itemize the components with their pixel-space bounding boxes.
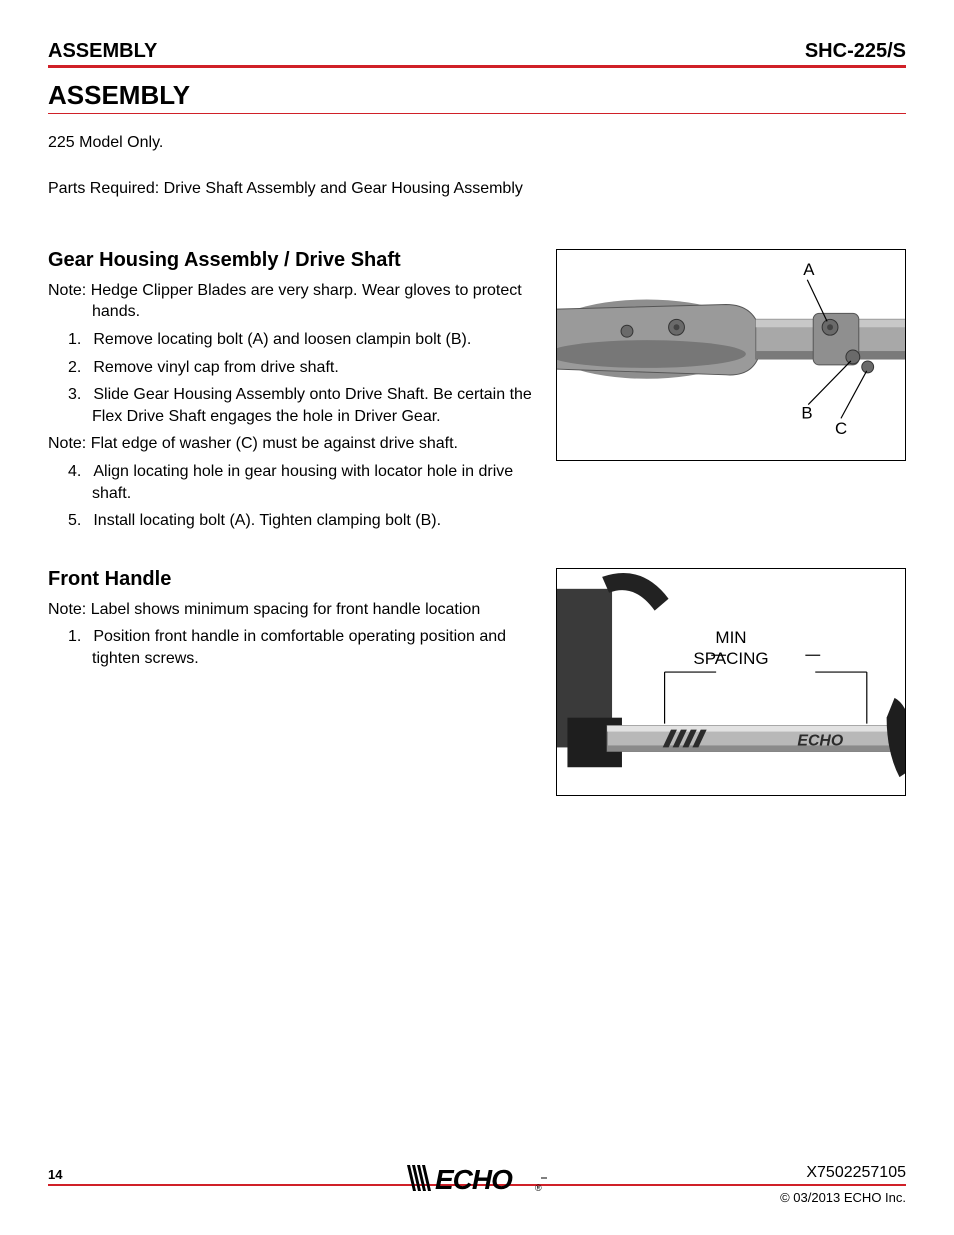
- min-spacing-label: MIN SPACING: [557, 627, 905, 670]
- note-2: Note: Flat edge of washer (C) must be ag…: [48, 433, 542, 455]
- step: Slide Gear Housing Assembly onto Drive S…: [58, 384, 542, 427]
- intro-line-1: 225 Model Only.: [48, 132, 906, 154]
- header-left: ASSEMBLY: [48, 40, 157, 63]
- section-heading: Gear Housing Assembly / Drive Shaft: [48, 249, 542, 272]
- section-text: Front Handle Note: Label shows minimum s…: [48, 568, 542, 796]
- steps-list: Position front handle in comfortable ope…: [48, 626, 542, 669]
- label-c: C: [835, 419, 847, 438]
- page-title: ASSEMBLY: [48, 80, 906, 114]
- note: Note: Label shows minimum spacing for fr…: [48, 599, 542, 621]
- svg-text:ECHO: ECHO: [797, 732, 843, 749]
- header-right: SHC-225/S: [805, 40, 906, 63]
- section-gear-housing: Gear Housing Assembly / Drive Shaft Note…: [48, 249, 906, 538]
- note-1: Note: Hedge Clipper Blades are very shar…: [48, 280, 542, 323]
- step: Install locating bolt (A). Tighten clamp…: [58, 510, 542, 532]
- echo-logo: ECHO ®: [407, 1159, 547, 1197]
- page-header: ASSEMBLY SHC-225/S: [48, 40, 906, 68]
- intro-block: 225 Model Only. Parts Required: Drive Sh…: [48, 132, 906, 201]
- page-number: 14: [48, 1167, 62, 1182]
- front-handle-diagram: ECHO: [557, 569, 905, 795]
- label-a: A: [803, 260, 815, 279]
- intro-line-2: Parts Required: Drive Shaft Assembly and…: [48, 178, 906, 200]
- step: Align locating hole in gear housing with…: [58, 461, 542, 504]
- figure-gear-housing: A B C: [556, 249, 906, 461]
- section-front-handle: Front Handle Note: Label shows minimum s…: [48, 568, 906, 796]
- page-footer: 14 X7502257105 © 03/2013 ECHO Inc. ECHO …: [48, 1164, 906, 1205]
- section-text: Gear Housing Assembly / Drive Shaft Note…: [48, 249, 542, 538]
- doc-number: X7502257105: [806, 1164, 906, 1182]
- figure-front-handle: ECHO MIN SPACING: [556, 568, 906, 796]
- steps-list-b: Align locating hole in gear housing with…: [48, 461, 542, 532]
- step: Position front handle in comfortable ope…: [58, 626, 542, 669]
- gear-housing-diagram: A B C: [557, 250, 905, 460]
- step: Remove vinyl cap from drive shaft.: [58, 357, 542, 379]
- svg-text:ECHO: ECHO: [435, 1164, 513, 1195]
- steps-list-a: Remove locating bolt (A) and loosen clam…: [48, 329, 542, 427]
- svg-text:®: ®: [535, 1183, 542, 1193]
- step: Remove locating bolt (A) and loosen clam…: [58, 329, 542, 351]
- section-heading: Front Handle: [48, 568, 542, 591]
- label-b: B: [801, 403, 812, 422]
